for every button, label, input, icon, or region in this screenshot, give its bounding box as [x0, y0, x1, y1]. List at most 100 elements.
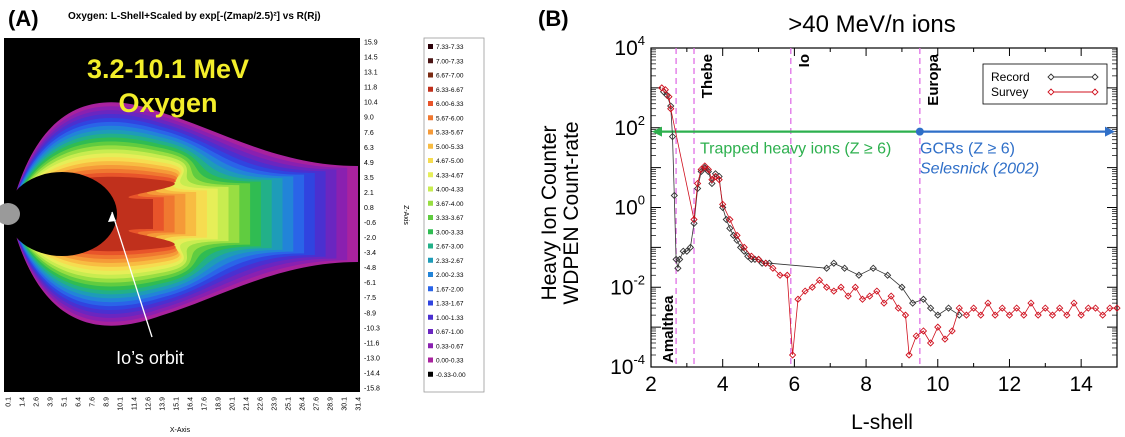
- data-point: [1027, 299, 1035, 307]
- x-tick-label: 15.1: [174, 397, 181, 411]
- x-tick-label: 6: [789, 373, 801, 396]
- legend-label: 6.67-7.00: [436, 73, 464, 80]
- x-tick-label: 14: [1069, 373, 1093, 396]
- data-point: [762, 259, 770, 267]
- legend-swatch: [428, 314, 433, 320]
- series-line: [661, 87, 1117, 356]
- legend-marker: [1047, 73, 1055, 81]
- legend-swatch: [428, 286, 433, 292]
- legend-label: 0.67-1.00: [436, 329, 464, 336]
- legend-swatch: [428, 300, 433, 306]
- data-point: [726, 215, 734, 224]
- legend-swatch: [428, 58, 433, 64]
- data-point: [991, 311, 999, 319]
- x-tick-label: 27.6: [314, 397, 321, 411]
- overlay-title-species: Oxygen: [118, 88, 217, 118]
- data-point: [977, 311, 985, 319]
- data-point: [690, 219, 698, 228]
- x-tick-label: 25.1: [286, 397, 293, 411]
- data-point: [905, 351, 913, 359]
- legend-swatch: [428, 101, 433, 106]
- legend-label: 0.33-0.67: [436, 343, 464, 350]
- legend-label: 2.67-3.00: [436, 244, 464, 251]
- data-point: [708, 175, 716, 184]
- legend-label: 0.00-0.33: [436, 358, 464, 365]
- data-point: [934, 323, 942, 331]
- x-tick-label: 6.4: [76, 397, 83, 407]
- gcr-arrow-head: [1105, 126, 1115, 137]
- trapped-arrow-head: [652, 126, 662, 137]
- data-point: [851, 283, 859, 291]
- legend-label: 2.00-2.33: [436, 272, 464, 279]
- x-tick-label: 1.4: [20, 397, 27, 407]
- y-tick-label: 6.3: [364, 145, 374, 152]
- data-point: [690, 215, 698, 224]
- legend-swatch: [428, 186, 433, 192]
- moon-label: Europa: [925, 53, 942, 105]
- y-tick-label: 100: [614, 193, 645, 220]
- legend-label: 6.33-6.67: [436, 87, 464, 94]
- x-tick-label: 5.1: [62, 397, 69, 407]
- data-point: [1106, 304, 1114, 312]
- panel-b-y-label-line1: Heavy Ion Counter: [538, 125, 561, 300]
- legend-label: -0.33-0.00: [436, 372, 466, 379]
- data-point: [1041, 304, 1049, 312]
- data-point: [754, 255, 763, 264]
- y-tick-label: 104: [614, 33, 645, 60]
- legend-label: 4.33-4.67: [436, 172, 464, 179]
- legend-label: 6.00-6.33: [436, 101, 464, 108]
- data-point: [948, 327, 956, 335]
- data-point: [880, 299, 888, 307]
- x-tick-label: 12.6: [146, 397, 153, 411]
- io-orbit-pointer: [111, 211, 153, 338]
- data-point: [794, 295, 802, 303]
- data-point: [711, 172, 720, 181]
- panel-a-label: (A): [8, 6, 39, 31]
- x-tick-label: 4: [717, 373, 729, 396]
- legend-marker: [1047, 88, 1055, 96]
- data-point: [830, 259, 838, 267]
- data-point: [962, 311, 971, 319]
- y-tick-label: -8.9: [364, 310, 376, 317]
- panel-b-y-label-line2: WDPEN Count-rate: [560, 121, 583, 304]
- x-tick-label: 17.6: [202, 397, 209, 411]
- y-tick-label: -6.1: [364, 280, 376, 287]
- x-tick-label: 26.4: [300, 397, 307, 411]
- legend-swatch: [428, 86, 433, 92]
- data-point: [683, 247, 691, 255]
- data-point: [934, 311, 942, 319]
- data-point: [1113, 304, 1121, 312]
- data-point: [667, 105, 675, 113]
- y-tick-label: 11.8: [364, 85, 377, 92]
- data-point: [844, 292, 852, 300]
- moon-label: Io: [796, 54, 813, 67]
- legend-swatch: [428, 215, 433, 220]
- data-point: [869, 264, 877, 272]
- data-point: [704, 165, 712, 174]
- y-tick-label: -15.8: [364, 386, 380, 393]
- legend-label: Record: [991, 70, 1030, 84]
- legend-swatch: [428, 44, 433, 49]
- data-point: [674, 264, 682, 272]
- data-point: [670, 191, 678, 200]
- x-tick-label: 31.4: [356, 397, 363, 411]
- data-point: [873, 287, 881, 295]
- panel-a-x-tick-labels: 0.1 1.4 2.6 3.9 5.1 6.4 7.6 8.9 10.1 11.4 12.6 13.9…: [6, 397, 363, 411]
- x-tick-label: 20.1: [230, 397, 237, 411]
- legend-label: 5.33-5.67: [436, 130, 464, 137]
- x-tick-label: 0.1: [6, 397, 13, 407]
- y-tick-label: -7.5: [364, 295, 376, 302]
- data-point: [1034, 311, 1042, 319]
- trapped-label: Trapped heavy ions (Z ≥ 6): [700, 141, 891, 158]
- data-point: [984, 299, 992, 307]
- y-tick-label: -2.0: [364, 235, 376, 242]
- data-point: [693, 179, 702, 188]
- data-point: [858, 295, 867, 303]
- panel-b-plot: 2 4 6 8 10 12 14 104 102 100 10-2 10-4 Amalthea Thebe…: [610, 33, 1121, 396]
- inner-void: [7, 172, 117, 256]
- legend-label: 5.00-5.33: [436, 144, 464, 151]
- legend-label: 1.67-2.00: [436, 286, 464, 293]
- data-point: [1091, 304, 1100, 312]
- data-point: [715, 175, 723, 184]
- data-point: [912, 332, 920, 340]
